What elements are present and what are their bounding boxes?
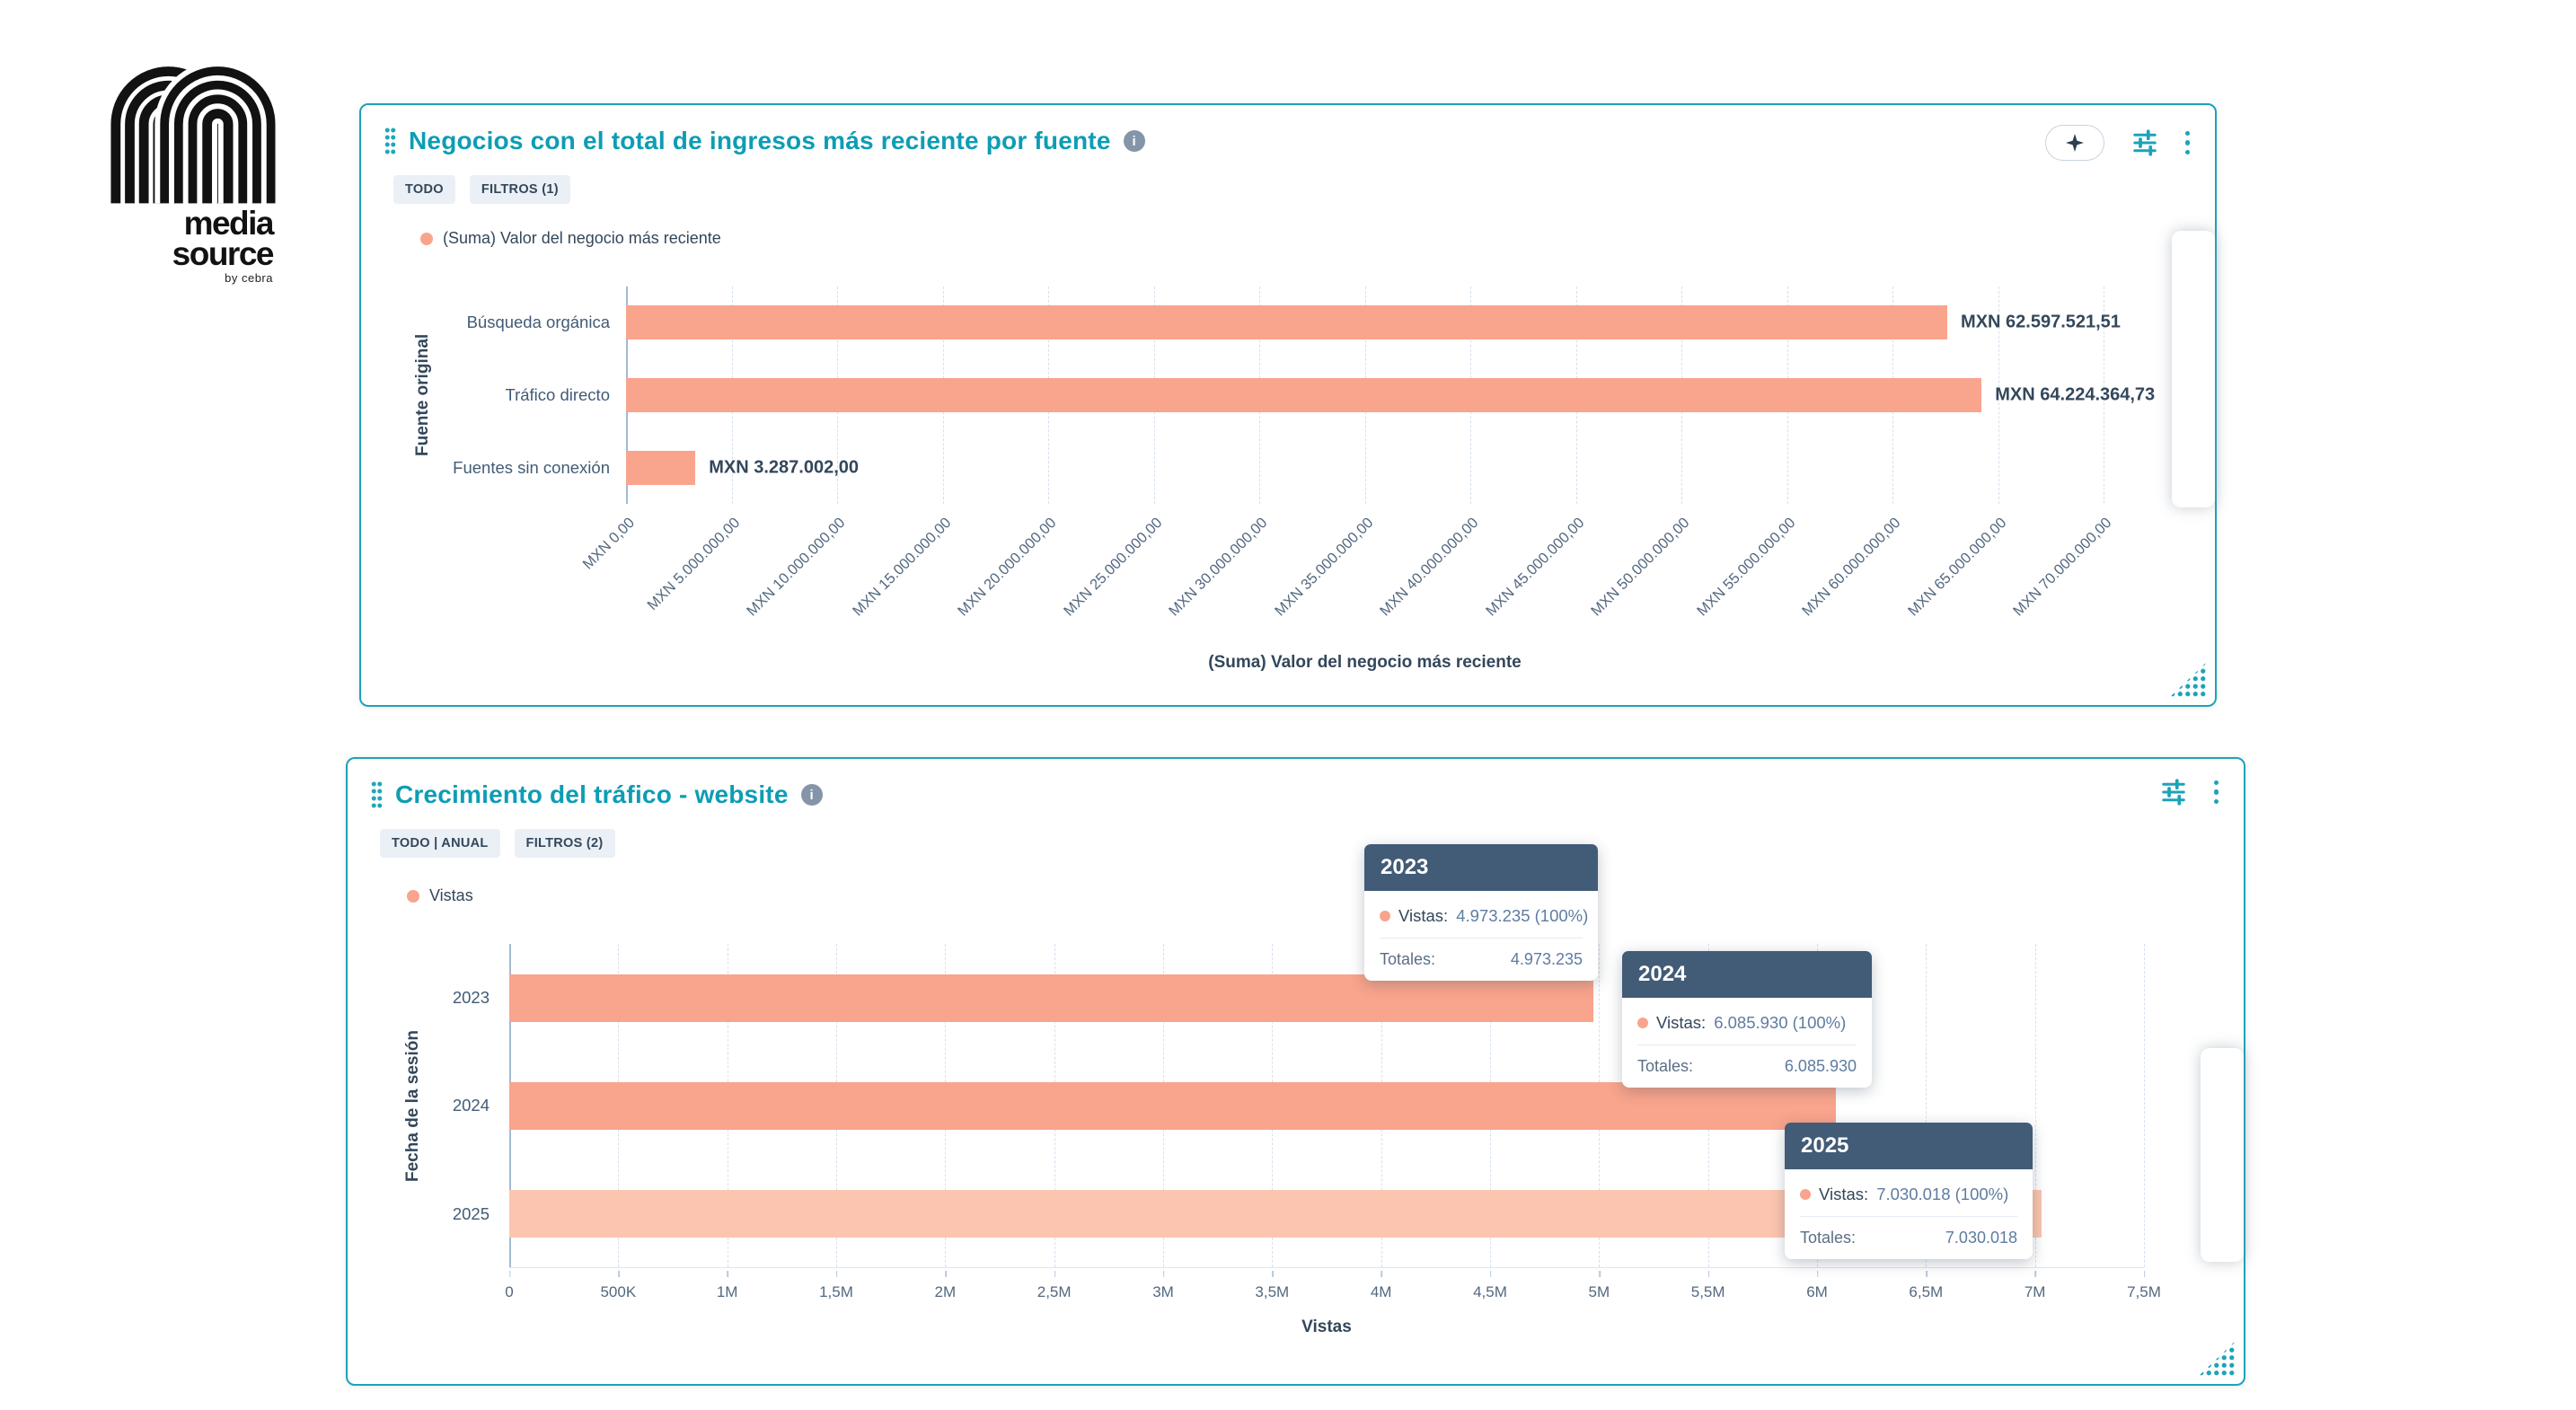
tooltip-series-dot [1380, 911, 1390, 921]
legend[interactable]: (Suma) Valor del negocio más reciente [420, 229, 721, 248]
resize-handle-icon[interactable] [2198, 1341, 2236, 1377]
sparkle-icon [2065, 134, 2084, 152]
bar-value-label: MXN 64.224.364,73 [1995, 384, 2156, 405]
tooltip-totals-label: Totales: [1800, 1229, 1857, 1247]
tooltip-totals-label: Totales: [1380, 950, 1436, 968]
tooltip-series-value: 6.085.930 (100%) [1714, 1013, 1847, 1032]
tag-filtros[interactable]: FILTROS (2) [514, 829, 615, 858]
tooltip-totals-value: 7.030.018 [1945, 1229, 2017, 1247]
tooltip-series-label: Vistas: [1819, 1185, 1869, 1203]
category-label: 2024 [452, 1096, 490, 1115]
bar-Búsqueda orgánica[interactable] [626, 305, 1948, 340]
tooltip-2024: 2024 Vistas: 6.085.930 (100%) Totales: 6… [1622, 951, 1872, 1088]
report-title[interactable]: Crecimiento del tráfico - website [395, 780, 789, 808]
bar-chart-plot-area: MXN 0,00 MXN 5.000.000,00 MXN 10.000.000,0… [579, 286, 2155, 620]
legend[interactable]: Vistas [407, 886, 473, 905]
scroll-overlay[interactable] [2172, 231, 2215, 507]
report-card-revenue-by-source: Negocios con el total de ingresos más re… [359, 103, 2217, 707]
category-label: Fuentes sin conexión [453, 458, 610, 477]
logo-word-source: source [172, 235, 275, 273]
category-label: Tráfico directo [505, 385, 610, 404]
info-icon[interactable]: i [1123, 130, 1145, 152]
gridline [1998, 286, 1999, 504]
tooltip-totals-value: 6.085.930 [1784, 1057, 1857, 1075]
tooltip-series-dot [1637, 1018, 1648, 1028]
tooltip-title: 2025 [1785, 1123, 2033, 1169]
bar-value-label: MXN 3.287.002,00 [709, 457, 860, 478]
x-axis-title: Vistas [1301, 1317, 1352, 1336]
tooltip-2023: 2023 Vistas: 4.973.235 (100%) Totales: 4… [1364, 844, 1598, 981]
more-options-kebab-icon[interactable] [2184, 130, 2190, 155]
gridline [2034, 944, 2036, 1267]
tooltip-2025: 2025 Vistas: 7.030.018 (100%) Totales: 7… [1785, 1123, 2033, 1259]
category-label: 2023 [452, 988, 490, 1007]
legend-color-dot [420, 232, 433, 245]
ai-sparkle-button[interactable] [2044, 125, 2104, 161]
tooltip-title: 2024 [1622, 951, 1872, 998]
bar-2023[interactable] [509, 974, 1593, 1022]
bar-Fuentes sin conexión[interactable] [626, 450, 696, 485]
category-label: Búsqueda orgánica [466, 313, 610, 331]
tooltip-series-dot [1800, 1189, 1811, 1200]
tooltip-series-label: Vistas: [1656, 1013, 1707, 1032]
resize-handle-icon[interactable] [2169, 662, 2207, 698]
bar-Tráfico directo[interactable] [626, 378, 1982, 412]
drag-handle-icon[interactable] [371, 780, 383, 809]
tag-todo[interactable]: TODO [393, 175, 455, 204]
info-icon[interactable]: i [800, 784, 823, 806]
more-options-kebab-icon[interactable] [2213, 780, 2219, 805]
report-card-traffic-growth: Crecimiento del tráfico - website i TODO… [346, 757, 2245, 1386]
legend-label: Vistas [429, 886, 473, 904]
tooltip-series-value: 4.973.235 (100%) [1456, 906, 1589, 925]
tooltip-totals-value: 4.973.235 [1510, 950, 1583, 968]
legend-label: (Suma) Valor del negocio más reciente [443, 229, 721, 247]
tag-filtros[interactable]: FILTROS (1) [469, 175, 570, 204]
tooltip-series-value: 7.030.018 (100%) [1876, 1185, 2009, 1203]
media-source-logo: media source by cebra [106, 57, 278, 285]
gridline [2144, 944, 2145, 1267]
tooltip-series-label: Vistas: [1398, 906, 1449, 925]
tag-todo-anual[interactable]: TODO | ANUAL [380, 829, 500, 858]
bar-value-label: MXN 62.597.521,51 [1961, 312, 2121, 332]
logo-byline: by cebra [225, 271, 273, 286]
x-axis-title: (Suma) Valor del negocio más reciente [1208, 653, 1522, 672]
tooltip-totals-label: Totales: [1637, 1057, 1694, 1075]
drag-handle-icon[interactable] [384, 127, 396, 155]
category-label: 2025 [452, 1204, 490, 1223]
bar-2024[interactable] [509, 1082, 1836, 1130]
media-source-logo-mark [110, 61, 276, 204]
filter-settings-icon[interactable] [2131, 129, 2158, 156]
scroll-overlay[interactable] [2201, 1048, 2244, 1262]
filter-settings-icon[interactable] [2160, 779, 2187, 806]
report-title[interactable]: Negocios con el total de ingresos más re… [409, 127, 1111, 154]
logo-word-media: media [183, 205, 275, 242]
legend-color-dot [407, 889, 419, 903]
gridline [1926, 944, 1928, 1267]
tooltip-title: 2023 [1364, 844, 1598, 891]
